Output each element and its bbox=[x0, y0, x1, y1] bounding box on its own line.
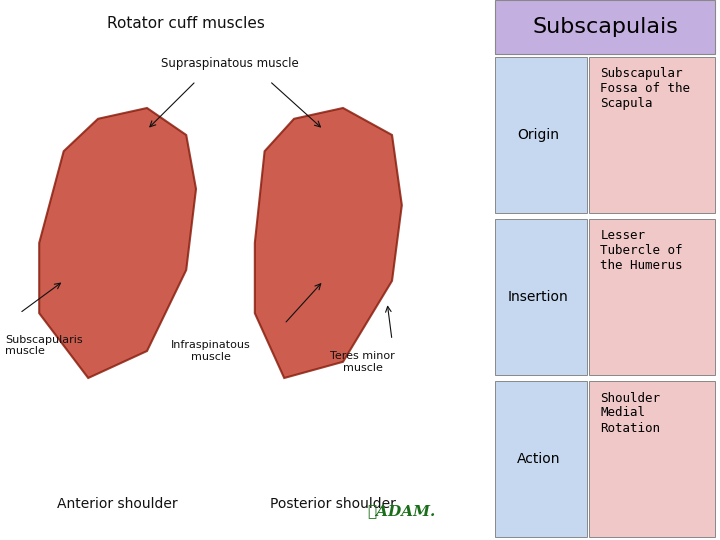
Polygon shape bbox=[255, 108, 402, 378]
FancyBboxPatch shape bbox=[589, 57, 716, 213]
FancyBboxPatch shape bbox=[495, 219, 587, 375]
Text: Lesser
Tubercle of
the Humerus: Lesser Tubercle of the Humerus bbox=[600, 230, 683, 273]
Text: Action: Action bbox=[516, 452, 560, 466]
Text: Subscapularis
muscle: Subscapularis muscle bbox=[5, 335, 83, 356]
Text: Origin: Origin bbox=[518, 128, 559, 142]
Text: Subscapulais: Subscapulais bbox=[532, 17, 678, 37]
FancyBboxPatch shape bbox=[495, 0, 716, 54]
FancyBboxPatch shape bbox=[589, 219, 716, 375]
Text: Teres minor
muscle: Teres minor muscle bbox=[330, 351, 395, 373]
Text: ♈ADAM.: ♈ADAM. bbox=[368, 504, 436, 518]
Text: Supraspinatous muscle: Supraspinatous muscle bbox=[161, 57, 300, 70]
Text: Anterior shoulder: Anterior shoulder bbox=[58, 497, 178, 511]
Text: Posterior shoulder: Posterior shoulder bbox=[270, 497, 396, 511]
Text: Infraspinatous
muscle: Infraspinatous muscle bbox=[171, 340, 251, 362]
FancyBboxPatch shape bbox=[589, 381, 716, 537]
FancyBboxPatch shape bbox=[495, 381, 587, 537]
FancyBboxPatch shape bbox=[495, 57, 587, 213]
Text: Insertion: Insertion bbox=[508, 290, 569, 304]
Polygon shape bbox=[39, 108, 196, 378]
Text: Subscapular
Fossa of the
Scapula: Subscapular Fossa of the Scapula bbox=[600, 68, 690, 111]
Text: Shoulder
Medial
Rotation: Shoulder Medial Rotation bbox=[600, 392, 660, 435]
Text: Rotator cuff muscles: Rotator cuff muscles bbox=[107, 16, 265, 31]
